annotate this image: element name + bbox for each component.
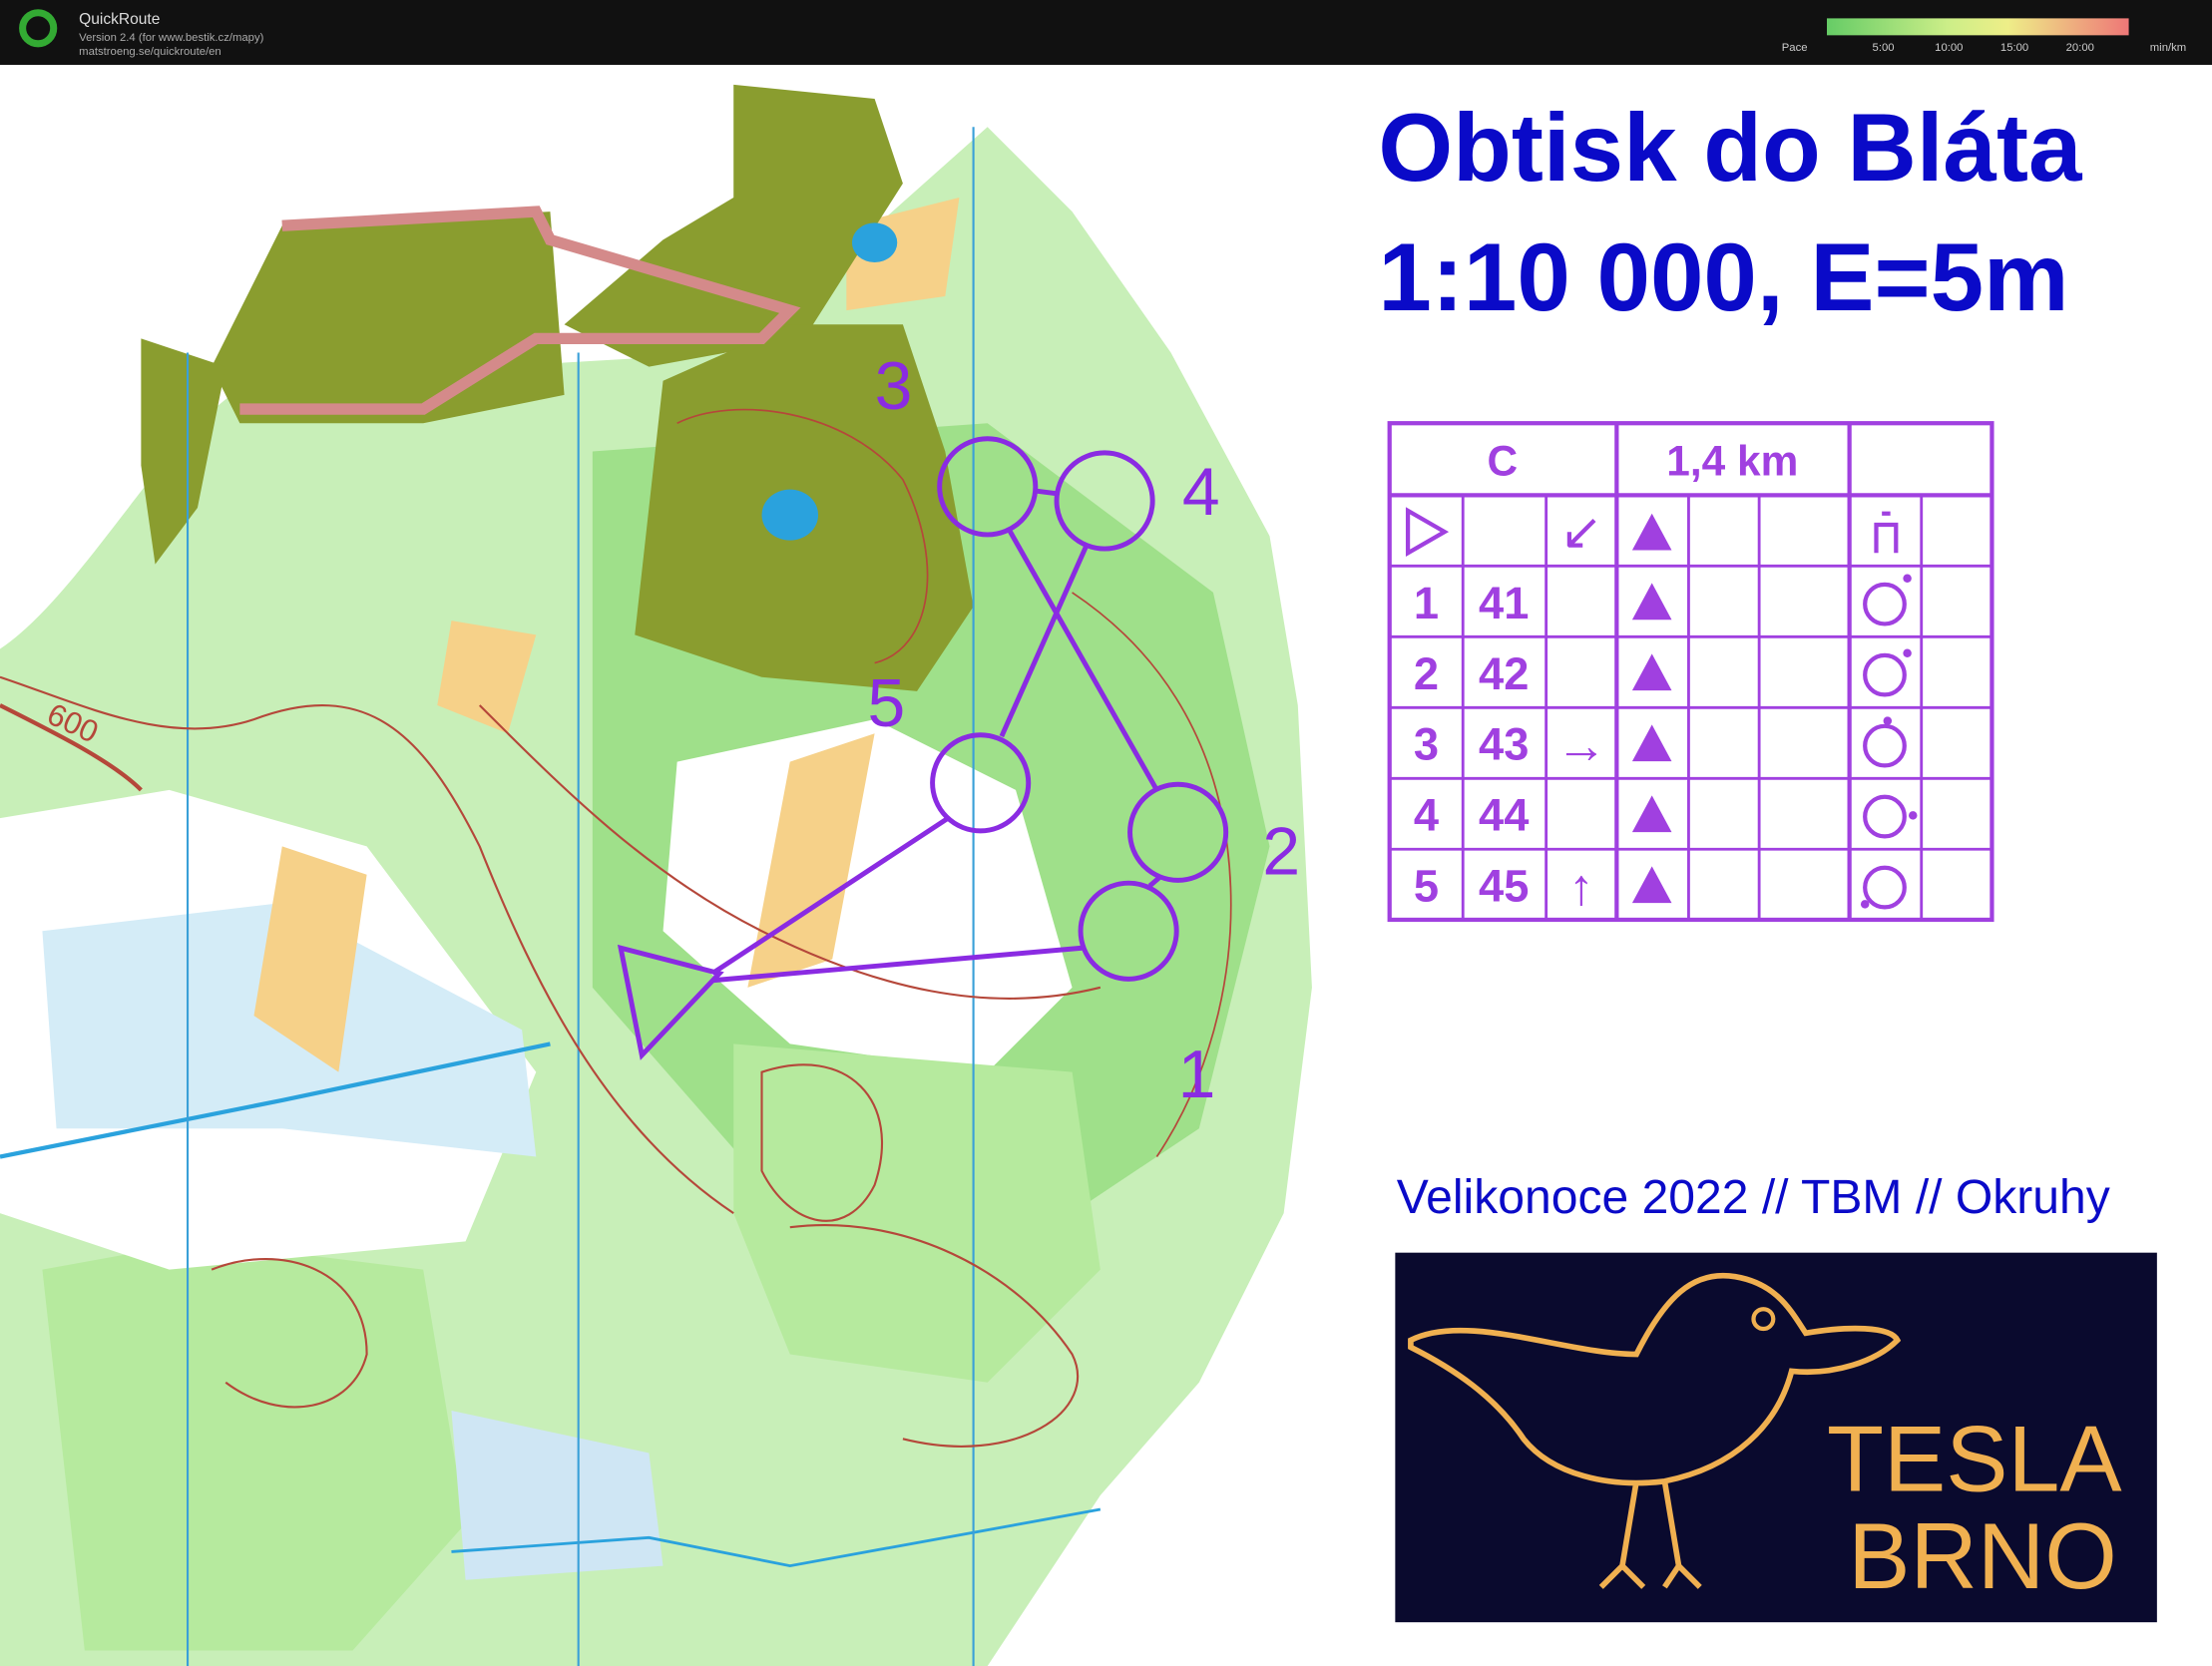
app-url: matstroeng.se/quickroute/en — [79, 46, 221, 58]
pace-tick: 20:00 — [2066, 42, 2094, 54]
control-code: 43 — [1479, 719, 1529, 770]
control-code: 42 — [1479, 648, 1529, 699]
location-dot — [1903, 574, 1912, 584]
location-symbol — [1863, 582, 1907, 626]
control-number: 5 — [1414, 861, 1439, 912]
control-circle — [1078, 880, 1179, 982]
start-triangle — [617, 944, 724, 1060]
control-number: 2 — [1262, 815, 1300, 890]
course-leg — [1035, 488, 1059, 497]
feature-symbol — [1631, 866, 1672, 904]
direction-symbol: ↑ — [1568, 859, 1593, 916]
feature-symbol — [1631, 513, 1672, 551]
control-number: 4 — [1182, 455, 1220, 530]
course-leg — [1147, 875, 1161, 888]
location-dot — [1909, 811, 1918, 820]
pace-ticks: 5:00 10:00 15:00 20:00 — [1873, 42, 2094, 54]
app-logo — [19, 9, 58, 48]
course-class: C — [1487, 438, 1518, 485]
location-dot — [1883, 716, 1893, 725]
control-number: 4 — [1414, 790, 1439, 841]
logo-line: TESLA — [1827, 1408, 2122, 1511]
control-number: 2 — [1414, 648, 1439, 699]
start-symbol — [1405, 507, 1450, 557]
location-symbol — [1863, 865, 1907, 910]
control-number: 3 — [875, 349, 913, 424]
pace-unit: min/km — [2150, 42, 2186, 54]
course-leg — [710, 816, 950, 976]
course-leg — [1006, 528, 1159, 792]
control-number: 3 — [1414, 719, 1439, 770]
location-dot — [1860, 900, 1870, 909]
location-symbol — [1863, 652, 1907, 697]
app-version: Version 2.4 (for www.bestik.cz/mapy) — [79, 32, 263, 44]
pace-label: Pace — [1782, 42, 1808, 54]
map-scale: 1:10 000, E=5m — [1378, 224, 2068, 331]
control-number: 1 — [1414, 578, 1439, 628]
control-circle — [930, 732, 1032, 834]
pace-tick: 10:00 — [1935, 42, 1963, 54]
control-number: 5 — [868, 666, 906, 741]
control-code: 41 — [1479, 578, 1529, 628]
control-circle — [1127, 781, 1229, 883]
control-code: 45 — [1479, 861, 1529, 912]
control-number: 1 — [1178, 1038, 1216, 1112]
control-circle — [937, 436, 1039, 538]
control-code: 44 — [1479, 790, 1529, 841]
map-terrain — [0, 84, 1312, 1666]
course-length: 1,4 km — [1666, 438, 1798, 485]
location-symbol — [1863, 723, 1907, 768]
feature-symbol — [1631, 724, 1672, 762]
pace-tick: 15:00 — [2000, 42, 2028, 54]
start-direction: ↙ — [1560, 503, 1603, 560]
logo-line: BRNO — [1848, 1504, 2117, 1608]
bird-eye — [1751, 1307, 1776, 1332]
feature-symbol — [1631, 653, 1672, 691]
bird-logo — [1408, 1272, 1902, 1589]
feature-symbol — [1631, 583, 1672, 621]
direction-symbol: → — [1556, 717, 1607, 774]
pace-scale — [1827, 18, 2129, 36]
app-name: QuickRoute — [79, 11, 160, 28]
event-footer: Velikonoce 2022 // TBM // Okruhy — [1397, 1170, 2110, 1224]
course — [617, 436, 1229, 1060]
location-symbol — [1863, 794, 1907, 839]
course-leg — [711, 945, 1083, 984]
map-title: Obtisk do Bláta — [1378, 95, 2083, 202]
location-symbol — [1874, 511, 1899, 554]
pace-tick: 5:00 — [1873, 42, 1895, 54]
location-dot — [1903, 648, 1912, 657]
course-leg — [999, 545, 1089, 738]
control-description: C 1,4 km ↙ 1 412 423 43 →4 445 45 ↑ — [1387, 421, 1994, 923]
feature-symbol — [1631, 795, 1672, 833]
control-numbers: 1 2 3 4 5 — [868, 349, 1301, 1112]
control-circle — [1054, 450, 1155, 552]
